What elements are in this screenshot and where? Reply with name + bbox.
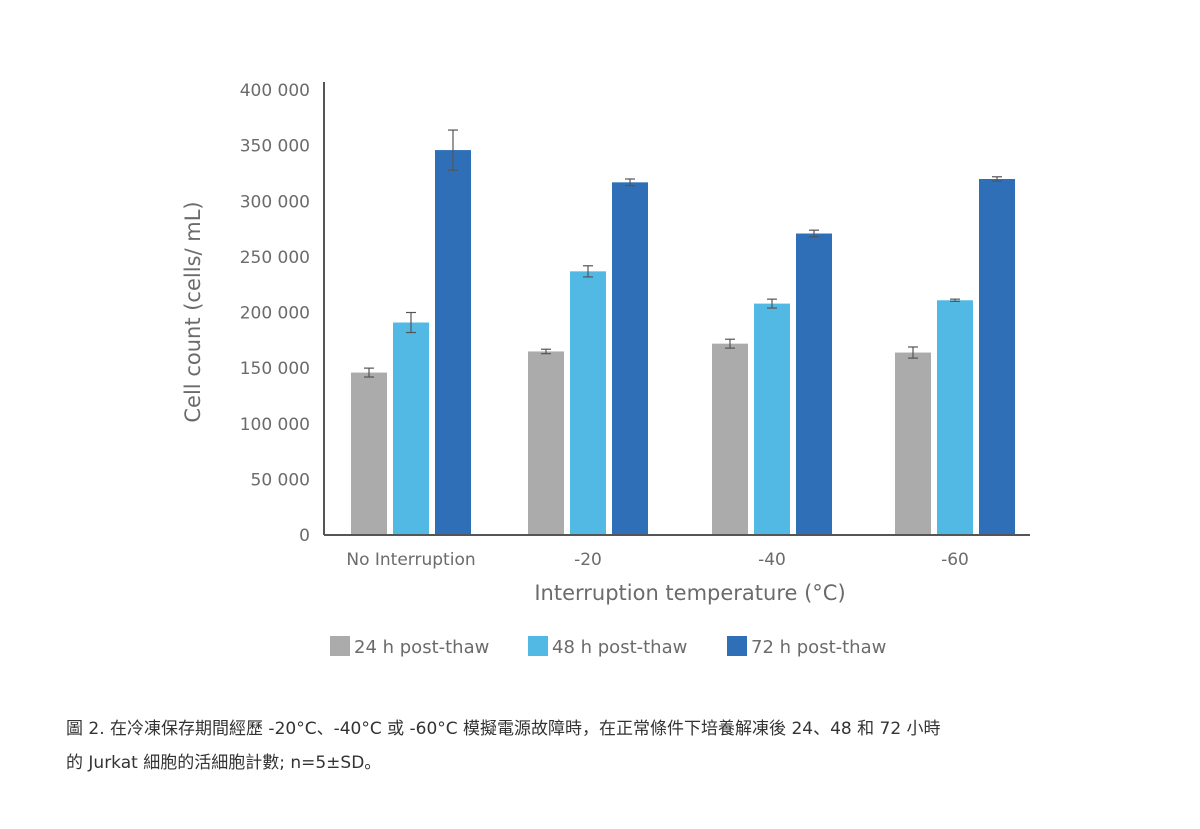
bar bbox=[528, 351, 564, 535]
legend-label: 24 h post-thaw bbox=[354, 637, 489, 658]
x-tick-label: -40 bbox=[758, 550, 786, 570]
bar bbox=[435, 150, 471, 535]
bar bbox=[570, 271, 606, 535]
y-tick-label: 0 bbox=[299, 526, 310, 546]
caption-line-1: 圖 2. 在冷凍保存期間經歷 -20°C、-40°C 或 -60°C 模擬電源故… bbox=[66, 719, 941, 739]
bar bbox=[393, 322, 429, 535]
x-axis-title: Interruption temperature (°C) bbox=[534, 581, 845, 605]
bar bbox=[612, 182, 648, 535]
legend-label: 48 h post-thaw bbox=[552, 637, 687, 658]
y-tick-label: 250 000 bbox=[240, 248, 310, 268]
legend-swatch bbox=[330, 636, 350, 656]
x-tick-label: -60 bbox=[941, 550, 969, 570]
y-axis-title: Cell count (cells/ mL) bbox=[181, 201, 205, 422]
bar bbox=[754, 303, 790, 535]
y-tick-label: 350 000 bbox=[240, 137, 310, 157]
bar bbox=[796, 233, 832, 535]
caption-line-2: 的 Jurkat 細胞的活細胞計數; n=5±SD。 bbox=[66, 753, 382, 773]
y-tick-label: 100 000 bbox=[240, 415, 310, 435]
legend-swatch bbox=[528, 636, 548, 656]
x-tick-label: -20 bbox=[574, 550, 602, 570]
y-tick-label: 300 000 bbox=[240, 192, 310, 212]
bar bbox=[979, 179, 1015, 535]
chart-area: 0 50 000 100 000 150 000 200 000 250 000 300 0… bbox=[181, 81, 1030, 658]
y-tick-label: 150 000 bbox=[240, 359, 310, 379]
bar bbox=[351, 372, 387, 535]
y-tick-label: 50 000 bbox=[251, 470, 310, 490]
bar bbox=[895, 352, 931, 535]
legend-swatch bbox=[727, 636, 747, 656]
bar-chart: 0 50 000 100 000 150 000 200 000 250 000 300 0… bbox=[181, 81, 1030, 658]
figure-caption: 圖 2. 在冷凍保存期間經歷 -20°C、-40°C 或 -60°C 模擬電源故… bbox=[66, 712, 1146, 780]
legend-label: 72 h post-thaw bbox=[751, 637, 886, 658]
bar bbox=[712, 343, 748, 535]
x-tick-label: No Interruption bbox=[346, 550, 475, 570]
y-tick-label: 200 000 bbox=[240, 304, 310, 324]
y-tick-label: 400 000 bbox=[240, 81, 310, 101]
bar bbox=[937, 300, 973, 535]
